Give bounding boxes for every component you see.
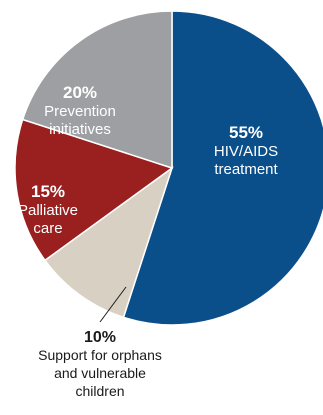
slice-text-label-0-0: HIV/AIDS [214,143,278,160]
pie-slice-1 [43,166,174,319]
slice-percent-label-0: 55% [229,123,263,142]
pie-slice-3 [21,10,173,170]
slice-text-label-1-2: children [75,383,124,399]
slice-text-label-0-1: treatment [214,161,278,178]
pie-slices [14,10,323,326]
slice-text-label-1-0: Support for orphans [38,347,162,363]
slice-percent-label-3: 20% [63,83,97,102]
slice-leader-line-1 [99,286,127,323]
slice-text-label-3-1: initiatives [49,121,111,138]
pie-slice-0 [122,10,323,326]
slice-percent-label-1: 10% [84,329,116,346]
slice-text-label-2-1: care [33,220,62,237]
slice-text-label-1-1: and vulnerable [54,365,146,381]
slice-text-label-3-0: Prevention [44,103,116,120]
slice-percent-label-2: 15% [31,182,65,201]
pie-slice-2 [14,118,174,262]
slice-text-label-2-0: Palliative [18,202,78,219]
